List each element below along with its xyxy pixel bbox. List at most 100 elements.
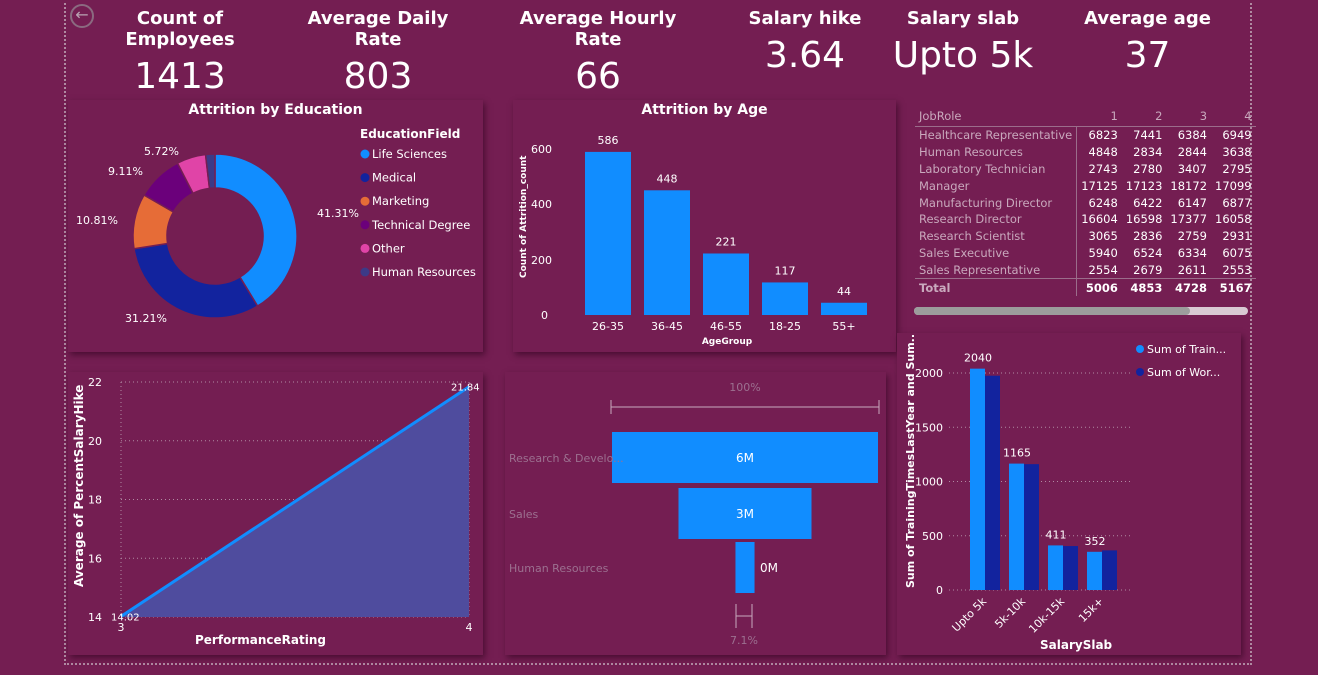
legend-label[interactable]: Medical	[372, 171, 416, 185]
table-row[interactable]: Sales Executive 5940 6524 6334 6075	[915, 244, 1256, 262]
hike-grid: 14 16 18 20 22 3 4	[88, 376, 473, 634]
row-label: Research Scientist	[919, 229, 1025, 244]
total-cell: 4853	[1121, 278, 1167, 296]
table-row[interactable]: Human Resources 4848 2834 2844 3638	[915, 143, 1256, 161]
table-cell: 7441	[1133, 128, 1163, 143]
donut-slice[interactable]	[133, 242, 259, 319]
bar-value-label: 411	[1046, 528, 1067, 541]
table-row[interactable]: Healthcare Representative 6823 7441 6384 694…	[915, 126, 1256, 144]
bar-value-label: 44	[837, 285, 851, 298]
legend-label[interactable]: Life Sciences	[372, 147, 447, 161]
table-cell: 2836	[1133, 229, 1163, 244]
kpi-average-age: Average age 37	[1075, 8, 1220, 76]
funnel-bar[interactable]	[678, 488, 812, 539]
table-cell: 3407	[1177, 161, 1208, 176]
row-label: Manufacturing Director	[919, 195, 1053, 210]
column-header[interactable]: 4	[1211, 106, 1256, 127]
jobrole-matrix[interactable]: JobRole 1 2 3 4 Healthcare Representativ…	[915, 106, 1256, 296]
y-tick: 2000	[915, 367, 943, 380]
age-bar[interactable]	[585, 151, 631, 315]
table-cell: 17123	[1125, 178, 1163, 193]
table-row[interactable]: Research Scientist 3065 2836 2759 2931	[915, 227, 1256, 245]
age-bar[interactable]	[821, 302, 867, 315]
legend-marker	[360, 173, 370, 183]
age-bar[interactable]	[703, 253, 749, 315]
department-funnel-panel[interactable]: 100% Research & Develo... 6M Sales 3M Human …	[505, 372, 886, 655]
funnel-top-bracket	[610, 400, 880, 414]
training-bar-panel[interactable]: Sum of TrainingTimesLastYear and Sum... …	[897, 333, 1241, 655]
legend-label[interactable]: Other	[372, 241, 405, 255]
legend-label: Sum of Train...	[1147, 343, 1226, 356]
column-header[interactable]: JobRole	[915, 106, 1077, 127]
salary-hike-area-panel[interactable]: Average of PercentSalaryHike 14 16 18 20 22 3…	[68, 372, 483, 655]
table-cell: 2553	[1222, 262, 1252, 277]
table-cell: 6949	[1222, 128, 1252, 143]
column-header[interactable]: 1	[1076, 106, 1122, 127]
age-bar[interactable]	[762, 282, 808, 315]
x-tick-label: 15k+	[1076, 595, 1106, 625]
x-tick-label: 36-45	[651, 320, 683, 333]
kpi-label: Average Daily Rate	[307, 8, 449, 50]
end-value-label: 21.84	[451, 383, 480, 394]
donut-labels: 41.31% 31.21% 10.81% 9.11% 5.72%	[76, 145, 359, 325]
kpi-average-hourly-rate: Average Hourly Rate 66	[503, 8, 693, 97]
donut-slice[interactable]	[204, 153, 216, 190]
funnel-bar[interactable]	[612, 432, 878, 483]
legend-label[interactable]: Marketing	[372, 194, 429, 208]
legend-label[interactable]: Human Resources	[372, 265, 476, 279]
funnel-bar[interactable]	[735, 542, 755, 593]
total-cell: 5167	[1211, 278, 1256, 296]
training-bar[interactable]	[985, 375, 1000, 590]
table-row[interactable]: Manager 17125 17123 18172 17099	[915, 177, 1256, 195]
table-cell: 2554	[1076, 261, 1122, 279]
total-row: Total 5006 4853 4728 5167	[915, 278, 1256, 296]
legend-label[interactable]: Technical Degree	[371, 218, 470, 232]
table-cell: 18172	[1170, 178, 1208, 193]
scrollbar-thumb[interactable]	[914, 307, 1190, 315]
kpi-label: Count of Employees	[125, 8, 235, 50]
x-tick-label: 46-55	[710, 320, 742, 333]
age-bar-panel[interactable]: Attrition by Age Count of Attrition_coun…	[513, 100, 896, 352]
table-cell: 2844	[1177, 145, 1208, 160]
column-header[interactable]: 3	[1166, 106, 1212, 127]
training-bar[interactable]	[1102, 550, 1117, 590]
legend-marker	[1136, 368, 1144, 376]
funnel-top-percent: 100%	[729, 381, 760, 394]
bar-value-label: 448	[657, 172, 678, 185]
y-tick: 1000	[915, 476, 943, 489]
education-donut-chart: 41.31% 31.21% 10.81% 9.11% 5.72% Educati…	[76, 127, 476, 325]
training-bar[interactable]	[1048, 545, 1063, 590]
table-cell: 16598	[1125, 212, 1163, 227]
horizontal-scrollbar[interactable]	[914, 307, 1248, 315]
area-line[interactable]	[120, 385, 470, 618]
training-bar[interactable]	[1063, 546, 1078, 590]
table-row[interactable]: Laboratory Technician 2743 2780 3407 2795	[915, 160, 1256, 178]
y-tick: 20	[88, 435, 102, 448]
table-cell: 16058	[1215, 212, 1252, 227]
kpi-value: 1413	[134, 56, 226, 97]
bar-value-label: 2040	[964, 352, 992, 365]
back-arrow-icon[interactable]: ←	[70, 4, 94, 28]
training-bar[interactable]	[1087, 551, 1102, 590]
column-header[interactable]: 2	[1121, 106, 1167, 127]
table-cell: 5940	[1076, 244, 1122, 262]
table-cell: 6075	[1222, 245, 1252, 260]
table-row[interactable]: Sales Representative 2554 2679 2611 2553	[915, 261, 1256, 279]
table-cell: 6334	[1177, 245, 1208, 260]
slice-label: 9.11%	[108, 165, 143, 178]
y-tick: 18	[88, 494, 102, 507]
age-bar[interactable]	[644, 190, 690, 315]
donut-slice[interactable]	[214, 153, 298, 308]
table-row[interactable]: Manufacturing Director 6248 6422 6147 6877	[915, 194, 1256, 211]
funnel-category: Human Resources	[509, 562, 609, 575]
training-bars: 2040 Upto 5k 1165 5k-10k 411 10k-15k 352 15k+	[950, 352, 1117, 636]
donut-slices	[132, 153, 298, 319]
training-bar[interactable]	[970, 368, 985, 590]
y-tick: 400	[531, 198, 552, 211]
table-row[interactable]: Research Director 16604 16598 17377 16058	[915, 210, 1256, 228]
y-tick: 22	[88, 376, 102, 389]
education-donut-panel[interactable]: Attrition by Education 41.31% 31.21% 10.…	[68, 100, 483, 352]
total-label: Total	[915, 278, 1077, 296]
training-bar[interactable]	[1009, 463, 1024, 590]
training-bar[interactable]	[1024, 464, 1039, 590]
